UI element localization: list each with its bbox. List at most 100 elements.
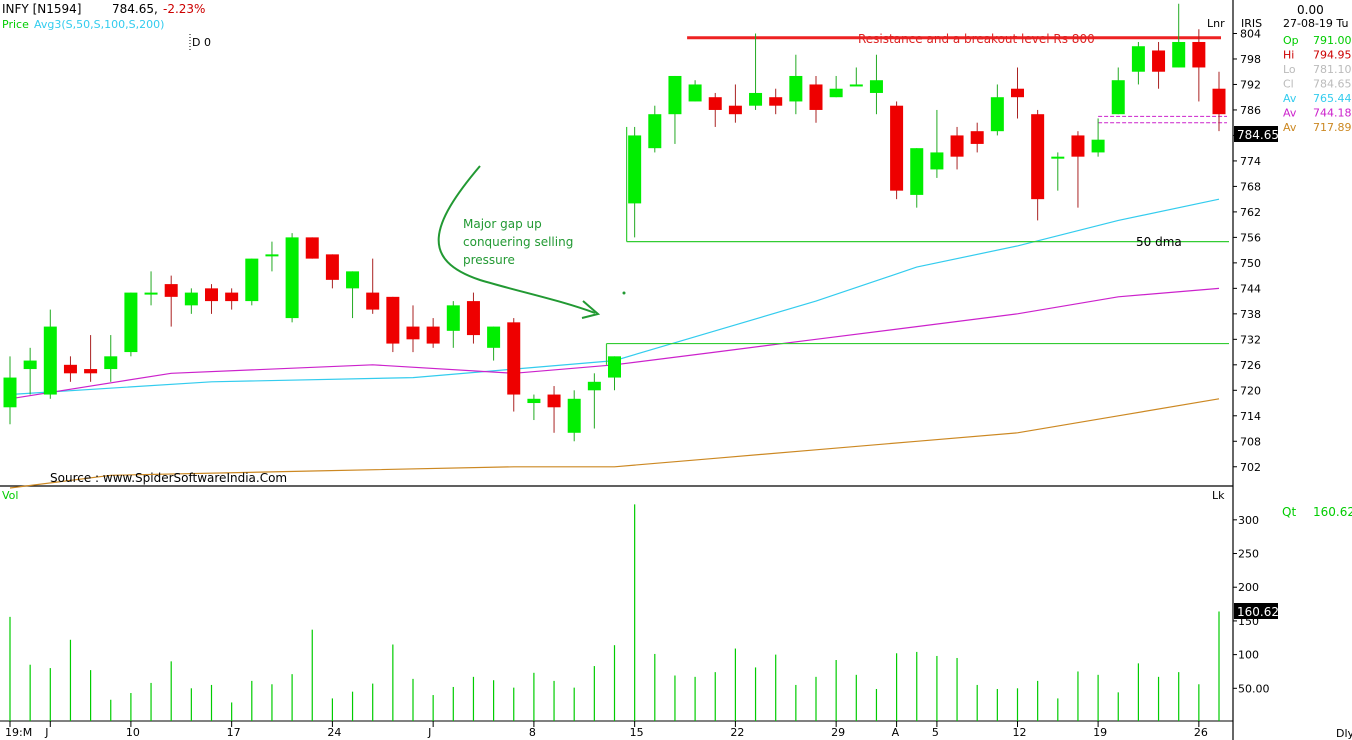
info-panel: 0.00 IRIS 27-08-19 Tu Op 791.00 Hi 794.95 Lo…: [1241, 3, 1352, 519]
candle-body: [124, 292, 138, 353]
candle-body: [789, 75, 803, 102]
info-row-value: 791.00: [1313, 34, 1352, 47]
dma-annotation: 50 dma: [1136, 235, 1182, 249]
candle-body: [1071, 135, 1085, 157]
candle-body: [608, 356, 621, 378]
volume-tick-label: 250: [1238, 548, 1259, 561]
candle: [245, 258, 259, 306]
info-row-value: 744.18: [1313, 107, 1352, 120]
candle-body: [225, 292, 239, 302]
cursor-label: D 0: [192, 36, 211, 49]
qt-label: Qt: [1282, 505, 1296, 519]
candle: [1091, 118, 1105, 157]
candle: [1172, 3, 1186, 68]
candle: [628, 126, 642, 238]
candle-body: [346, 271, 360, 289]
price-tick-label: 708: [1240, 435, 1261, 448]
candle: [849, 67, 863, 87]
info-row-value: 781.10: [1313, 63, 1352, 76]
price-tick-label: 714: [1240, 410, 1261, 423]
annotation-dot: [622, 291, 626, 295]
candle-body: [628, 135, 642, 204]
candle-body: [829, 88, 843, 98]
candle-body: [84, 369, 98, 374]
candle: [930, 109, 944, 178]
candle: [890, 101, 904, 200]
price-tick-label: 744: [1240, 282, 1261, 295]
info-top-value: 0.00: [1297, 3, 1324, 17]
date-tick-label: 8: [529, 726, 536, 739]
info-row-label: Av: [1283, 107, 1297, 120]
moving-average-line-1: [9, 198, 1220, 396]
candle-body: [1192, 41, 1206, 68]
price-tick-label: 786: [1240, 104, 1261, 117]
candle-body: [668, 75, 682, 115]
date-axis: 19:M J 10 17 24 J 8 15 22 29 A 5 12 19 26: [5, 721, 1208, 739]
date-tick-label: J: [44, 726, 48, 739]
gap-annotation-line3: pressure: [463, 253, 515, 267]
candle-body: [366, 292, 380, 310]
candle-body: [849, 84, 863, 87]
candle: [406, 305, 420, 353]
candle-body: [1051, 156, 1065, 159]
volume-tick-label: 100: [1238, 649, 1259, 662]
period-label[interactable]: Dly: [1336, 727, 1352, 740]
date-tick-label: 22: [730, 726, 744, 739]
candle: [144, 271, 158, 306]
candle: [728, 84, 742, 123]
price-tick-label: 732: [1240, 333, 1261, 346]
candle-body: [1111, 80, 1125, 115]
source-credit: Source : www.SpiderSoftwareIndia.Com: [50, 471, 287, 485]
last-price-label: 784.65,: [112, 2, 158, 16]
price-tick-label: 750: [1240, 257, 1261, 270]
candle: [789, 54, 803, 115]
candle-body: [507, 322, 521, 395]
candle-body: [769, 97, 783, 106]
candle: [910, 148, 924, 208]
candle-body: [446, 305, 460, 331]
horizontal-level-layer: [605, 36, 1229, 365]
symbol-label: INFY [N1594]: [2, 2, 81, 16]
date-tick-label: A: [892, 726, 900, 739]
candle: [668, 75, 682, 144]
candle: [23, 347, 37, 395]
candle-body: [547, 394, 561, 408]
candle: [688, 80, 702, 102]
candle: [124, 292, 138, 357]
candle: [265, 241, 279, 272]
gap-annotation-arrow: [437, 165, 596, 314]
candle-body: [950, 135, 964, 157]
price-tick-label: 702: [1240, 461, 1261, 474]
date-tick-label: 19:M: [5, 726, 32, 739]
candle-body: [688, 84, 702, 102]
candle-body: [930, 152, 944, 170]
date-tick-label: 26: [1194, 726, 1208, 739]
candle: [708, 92, 722, 127]
candle: [63, 356, 77, 382]
candle: [749, 33, 763, 110]
candle-body: [104, 356, 118, 370]
info-name: IRIS: [1241, 17, 1262, 30]
candle: [1152, 41, 1166, 89]
date-tick-label: 29: [831, 726, 845, 739]
candle: [426, 318, 440, 348]
candle: [43, 309, 57, 399]
price-tick-label: 768: [1240, 180, 1261, 193]
info-row-label: Lo: [1283, 63, 1296, 76]
date-tick-label: 5: [932, 726, 939, 739]
info-date: 27-08-19 Tu: [1283, 17, 1348, 30]
candle-body: [567, 398, 581, 433]
candle: [84, 335, 98, 382]
candle: [3, 356, 17, 425]
candle-body: [1152, 50, 1166, 72]
price-tick-label: 756: [1240, 231, 1261, 244]
candle: [1051, 152, 1065, 191]
scale-mode-label[interactable]: Lnr: [1207, 17, 1225, 30]
candle: [446, 301, 460, 348]
last-volume-tag-bg: [1234, 603, 1278, 619]
candle: [547, 386, 561, 433]
price-tick-label: 738: [1240, 308, 1261, 321]
candle: [648, 105, 662, 153]
candle: [769, 88, 783, 115]
